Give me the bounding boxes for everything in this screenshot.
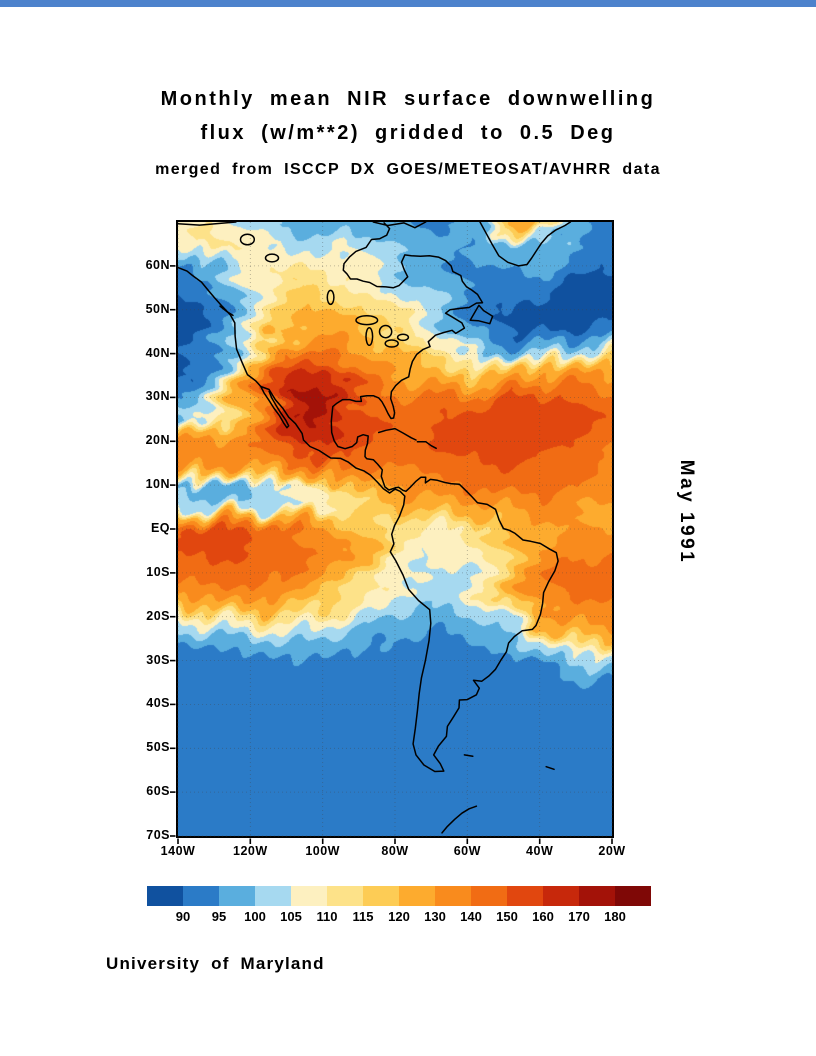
- colorbar-tick-label: 90: [175, 909, 191, 924]
- coastline-path: [177, 221, 237, 226]
- page-top-strip: [0, 0, 816, 7]
- lat-tick-label: EQ: [150, 521, 170, 535]
- lake-outline: [239, 233, 256, 246]
- colorbar-tick-label: 110: [316, 909, 338, 924]
- coastline-path: [463, 754, 474, 757]
- heatmap-canvas: [178, 222, 612, 836]
- colorbar-swatch: [543, 886, 579, 906]
- colorbar: [147, 886, 651, 906]
- colorbar-swatch: [363, 886, 399, 906]
- chart-title-line1: Monthly mean NIR surface downwelling: [160, 88, 656, 110]
- lake-outline: [264, 253, 280, 263]
- colorbar-swatch: [219, 886, 255, 906]
- colorbar-swatch: [615, 886, 651, 906]
- lake-outline: [355, 315, 379, 326]
- colorbar-swatch: [579, 886, 615, 906]
- colorbar-tick-label: 150: [496, 909, 518, 924]
- colorbar-swatch: [291, 886, 327, 906]
- colorbar-swatch: [255, 886, 291, 906]
- lat-tick-label: 60S: [146, 784, 170, 799]
- lat-tick-label: 40N: [145, 345, 170, 360]
- lon-tick-label: 140W: [160, 844, 196, 858]
- date-label: May 1991: [676, 459, 697, 565]
- coastline-path: [219, 305, 234, 317]
- chart-subtitle: merged from ISCCP DX GOES/METEOSAT/AVHRR…: [155, 161, 661, 178]
- colorbar-tick-label: 120: [388, 909, 410, 924]
- coastline-path: [330, 222, 484, 491]
- coastline-path: [372, 221, 427, 229]
- colorbar-tick-label: 95: [211, 909, 227, 924]
- colorbar-swatch: [507, 886, 543, 906]
- lat-tick-label: 30N: [145, 389, 170, 404]
- credit: University of Maryland: [106, 954, 325, 973]
- lon-tick-label: 20W: [598, 844, 626, 858]
- lat-tick-label: 50S: [146, 740, 170, 755]
- coastline-path: [479, 221, 572, 267]
- colorbar-tick-label: 130: [424, 909, 446, 924]
- colorbar-swatch: [147, 886, 183, 906]
- colorbar-tick-label: 100: [244, 909, 266, 924]
- coastline-path: [545, 765, 555, 771]
- map-frame: [170, 220, 614, 844]
- colorbar-swatch: [183, 886, 219, 906]
- colorbar-swatch: [471, 886, 507, 906]
- colorbar-swatch: [435, 886, 471, 906]
- chart-title-line2: flux (w/m**2) gridded to 0.5 Deg: [200, 122, 616, 144]
- lake-outline: [384, 339, 399, 348]
- lon-tick-label: 100W: [305, 844, 340, 858]
- lake-outline: [326, 289, 335, 306]
- colorbar-tick-label: 115: [352, 909, 374, 924]
- lake-outline: [365, 326, 374, 347]
- coastline-path: [441, 805, 478, 834]
- colorbar-tick-label: 140: [460, 909, 482, 924]
- lat-tick-label: 50N: [145, 301, 170, 316]
- lat-tick-label: 30S: [146, 652, 170, 667]
- lat-tick-label: 10S: [146, 564, 170, 579]
- coastline-path: [416, 440, 437, 450]
- colorbar-tick-label: 105: [280, 909, 302, 924]
- colorbar-swatch: [399, 886, 435, 906]
- lat-tick-label: 10N: [145, 477, 170, 492]
- coastline-path: [260, 385, 290, 429]
- lon-tick-label: 80W: [381, 844, 409, 858]
- lake-outline: [396, 333, 410, 342]
- colorbar-swatch: [327, 886, 363, 906]
- lat-tick-label: 20N: [145, 433, 170, 448]
- coastline-path: [177, 266, 559, 773]
- colorbar-tick-label: 160: [532, 909, 554, 924]
- coastline-path: [469, 304, 494, 325]
- map-overlay: [170, 221, 613, 844]
- colorbar-tick-label: 170: [568, 909, 590, 924]
- coastline-path: [377, 427, 417, 441]
- lon-tick-label: 120W: [233, 844, 268, 858]
- colorbar-tick-label: 180: [604, 909, 626, 924]
- lat-tick-label: 70S: [146, 828, 170, 842]
- lake-outline: [378, 324, 393, 339]
- lon-tick-label: 40W: [526, 844, 554, 858]
- lat-tick-label: 20S: [146, 608, 170, 623]
- lat-tick-label: 40S: [146, 696, 170, 711]
- lon-tick-label: 60W: [453, 844, 481, 858]
- lat-tick-label: 60N: [145, 257, 170, 272]
